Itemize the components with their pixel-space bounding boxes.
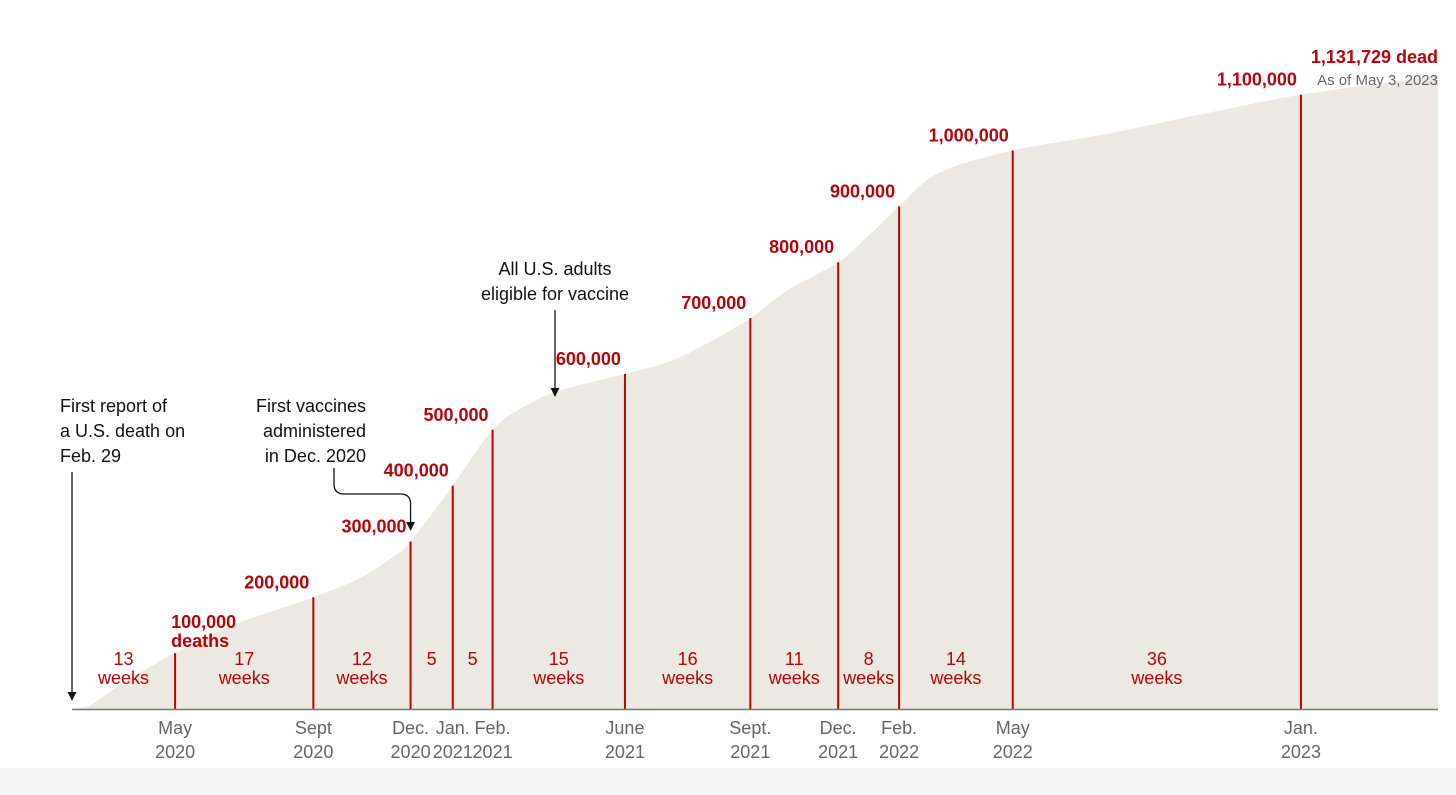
- interval-weeks-number: 36: [1147, 649, 1167, 669]
- x-tick-year: 2022: [879, 742, 919, 762]
- x-tick-year: 2023: [1281, 742, 1321, 762]
- milestone-label: 1,100,000: [1217, 70, 1297, 90]
- x-tick-year: 2021: [730, 742, 770, 762]
- interval-weeks-number: 17: [234, 649, 254, 669]
- interval-weeks-unit: weeks: [1130, 668, 1182, 688]
- milestone-label: 500,000: [423, 405, 488, 425]
- interval-weeks-unit: weeks: [335, 668, 387, 688]
- total-label-group: 1,131,729 dead As of May 3, 2023: [1311, 47, 1438, 89]
- x-tick-year: 2021: [605, 742, 645, 762]
- annotations: First report of a U.S. death on Feb. 29 Fir…: [60, 259, 629, 701]
- annotation-adults-eligible-text: All U.S. adults: [498, 259, 611, 279]
- interval-weeks-number: 8: [864, 649, 874, 669]
- interval-weeks-unit: weeks: [218, 668, 270, 688]
- x-tick-label: May: [996, 718, 1030, 738]
- x-tick-year: 2021: [473, 742, 513, 762]
- x-tick-label: Dec.: [392, 718, 429, 738]
- annotation-adults-eligible-text: eligible for vaccine: [481, 284, 629, 304]
- interval-weeks-number: 15: [549, 649, 569, 669]
- annotation-first-vaccines-arrow: [333, 468, 416, 531]
- annotation-first-death-text: First report of: [60, 396, 168, 416]
- interval-weeks-number: 13: [114, 649, 134, 669]
- x-tick-label: Feb.: [881, 718, 917, 738]
- x-tick-year: 2022: [993, 742, 1033, 762]
- as-of-date-label: As of May 3, 2023: [1317, 72, 1438, 89]
- annotation-first-vaccines-text: First vaccines: [256, 396, 366, 416]
- milestone-label: 200,000: [244, 572, 309, 592]
- x-tick-label: Jan.: [1284, 718, 1318, 738]
- interval-weeks-number: 5: [427, 649, 437, 669]
- interval-weeks-unit: weeks: [97, 668, 149, 688]
- milestone-label: 800,000: [769, 237, 834, 257]
- milestone-label: 300,000: [341, 516, 406, 536]
- interval-weeks-number: 5: [468, 649, 478, 669]
- annotation-first-vaccines-text: administered: [263, 421, 366, 441]
- interval-weeks-unit: weeks: [532, 668, 584, 688]
- deaths-area: [72, 74, 1438, 709]
- x-tick-year: 2020: [293, 742, 333, 762]
- interval-weeks-unit: weeks: [661, 668, 713, 688]
- milestone-label: 900,000: [830, 181, 895, 201]
- x-tick-year: 2020: [155, 742, 195, 762]
- milestone-label: 1,000,000: [929, 126, 1009, 146]
- annotation-first-death-text: Feb. 29: [60, 446, 121, 466]
- milestone-sublabel: deaths: [171, 631, 229, 651]
- interval-weeks-number: 14: [946, 649, 966, 669]
- interval-weeks-number: 12: [352, 649, 372, 669]
- x-axis: May2020Sept2020Dec.2020Jan.2021Feb.2021J…: [72, 708, 1438, 762]
- milestone-label: 400,000: [384, 461, 449, 481]
- x-tick-label: Feb.: [475, 718, 511, 738]
- area-layer: [72, 74, 1438, 709]
- interval-weeks-number: 11: [785, 649, 804, 669]
- x-tick-year: 2021: [433, 742, 473, 762]
- milestone-label: 700,000: [681, 293, 746, 313]
- interval-weeks-unit: weeks: [929, 668, 981, 688]
- total-dead-label: 1,131,729 dead: [1311, 47, 1438, 67]
- x-tick-year: 2021: [818, 742, 858, 762]
- x-tick-label: Sept: [295, 718, 332, 738]
- x-tick-label: Sept.: [729, 718, 771, 738]
- interval-weeks-number: 16: [678, 649, 698, 669]
- covid-deaths-chart: May2020Sept2020Dec.2020Jan.2021Feb.2021J…: [60, 47, 1438, 762]
- interval-weeks-unit: weeks: [842, 668, 894, 688]
- bottom-band: [0, 768, 1456, 795]
- x-tick-year: 2020: [391, 742, 431, 762]
- x-tick-label: Dec.: [820, 718, 857, 738]
- x-tick-label: Jan.: [436, 718, 470, 738]
- milestone-lines: [174, 94, 1302, 709]
- x-tick-label: May: [158, 718, 192, 738]
- annotation-first-death-text: a U.S. death on: [60, 421, 185, 441]
- milestone-label: 100,000: [171, 612, 236, 632]
- x-tick-label: June: [605, 718, 644, 738]
- interval-weeks-unit: weeks: [768, 668, 820, 688]
- annotation-first-vaccines-text: in Dec. 2020: [265, 446, 366, 466]
- milestone-label: 600,000: [556, 349, 621, 369]
